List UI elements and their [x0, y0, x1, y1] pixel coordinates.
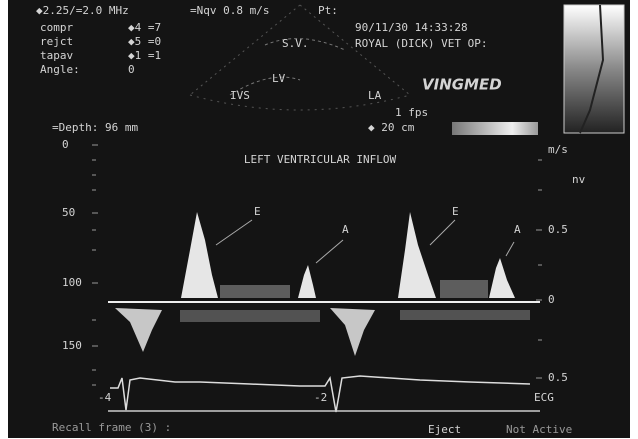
- ecg-marker: -2: [314, 391, 327, 404]
- setting-value: ◆4 =7: [128, 21, 161, 34]
- wave-label: E: [254, 205, 261, 218]
- image-label: LV: [272, 72, 286, 85]
- depth-tick: 50: [62, 206, 75, 219]
- color-map: [564, 5, 624, 133]
- setting-name: tapav: [40, 49, 73, 62]
- depth: =Depth: 96 mm: [52, 121, 138, 134]
- image-label: IVS: [230, 89, 250, 102]
- setting-name: rejct: [40, 35, 73, 48]
- ecg-label: ECG: [534, 391, 554, 404]
- recall-frame: Recall frame (3) :: [52, 421, 171, 434]
- velocity-tick: 0.5: [548, 371, 568, 384]
- velocity-unit: m/s: [548, 143, 568, 156]
- nv: nv: [572, 173, 586, 186]
- eject: Eject: [428, 423, 461, 436]
- scale: ◆ 20 cm: [368, 121, 415, 134]
- depth-tick: 0: [62, 138, 69, 151]
- setting-value: 0: [128, 63, 135, 76]
- frame-rate: 1 fps: [395, 106, 428, 119]
- setting-value: ◆1 =1: [128, 49, 161, 62]
- wave-label: A: [342, 223, 349, 236]
- image-label: LA: [368, 89, 382, 102]
- nyquist: =Nqv 0.8 m/s: [190, 4, 269, 17]
- doppler-title: LEFT VENTRICULAR INFLOW: [244, 153, 397, 166]
- patient: Pt:: [318, 4, 338, 17]
- wave-label: A: [514, 223, 521, 236]
- setting-name: compr: [40, 21, 73, 34]
- depth-tick: 100: [62, 276, 82, 289]
- setting-value: ◆5 =0: [128, 35, 161, 48]
- wave-label: E: [452, 205, 459, 218]
- frequency: ◆2.25/=2.0 MHz: [36, 4, 129, 17]
- image-label: S.V.: [282, 37, 309, 50]
- date-time: 90/11/30 14:33:28: [355, 21, 468, 34]
- velocity-tick: 0: [548, 293, 555, 306]
- velocity-tick: 0.5: [548, 223, 568, 236]
- page: {"header": {"frequency": "◆2.25/=2.0 MHz…: [0, 0, 638, 439]
- logo: VINGMED: [422, 76, 502, 94]
- setting-name: Angle:: [40, 63, 80, 76]
- ecg-marker: -4: [98, 391, 112, 404]
- status: Not Active: [506, 423, 572, 436]
- ultrasound-screen: ◆2.25/=2.0 MHz =Nqv 0.8 m/s Pt: compr ◆4…: [0, 0, 638, 439]
- depth-tick: 150: [62, 339, 82, 352]
- gain-bar: [452, 122, 538, 135]
- site: ROYAL (DICK) VET OP:: [355, 37, 487, 50]
- screen-background: [8, 0, 630, 438]
